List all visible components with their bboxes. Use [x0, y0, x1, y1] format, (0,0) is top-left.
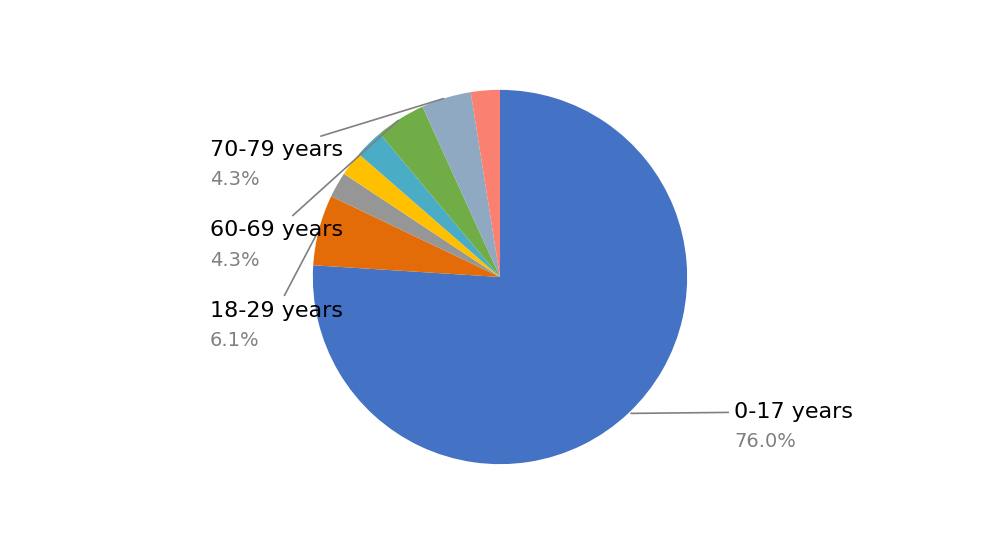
Wedge shape: [471, 90, 500, 277]
Wedge shape: [344, 154, 500, 277]
Text: 70-79 years: 70-79 years: [210, 99, 443, 160]
Wedge shape: [313, 90, 687, 464]
Wedge shape: [313, 196, 500, 277]
Wedge shape: [422, 92, 500, 277]
Text: 4.3%: 4.3%: [210, 250, 260, 270]
Text: 4.3%: 4.3%: [210, 170, 260, 189]
Text: 60-69 years: 60-69 years: [210, 121, 398, 240]
Wedge shape: [359, 134, 500, 277]
Text: 0-17 years: 0-17 years: [631, 402, 853, 422]
Text: 6.1%: 6.1%: [210, 331, 260, 350]
Text: 18-29 years: 18-29 years: [210, 232, 343, 321]
Wedge shape: [331, 174, 500, 277]
Wedge shape: [380, 107, 500, 277]
Text: 76.0%: 76.0%: [734, 432, 796, 451]
